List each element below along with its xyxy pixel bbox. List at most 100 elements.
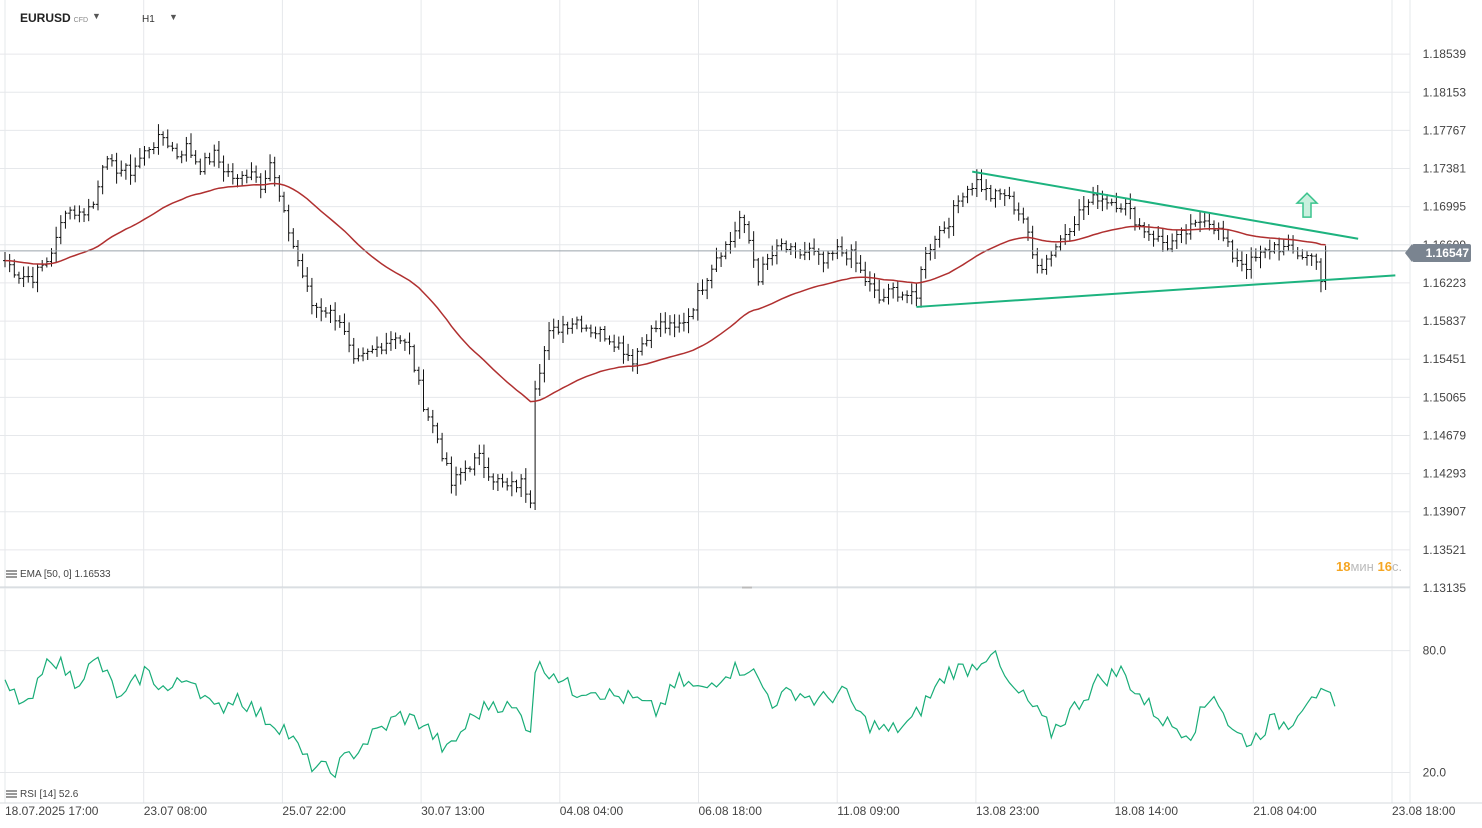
price-bar <box>1151 230 1156 247</box>
price-tick-label: 1.15837 <box>1423 314 1467 328</box>
price-bar <box>951 200 956 236</box>
price-bar <box>268 154 273 182</box>
price-tick-label: 1.15065 <box>1423 390 1467 404</box>
price-bar <box>891 282 896 299</box>
symbol-dropdown-caret-icon[interactable]: ▼ <box>92 11 101 21</box>
price-bar <box>835 239 840 260</box>
price-bar <box>1318 258 1323 293</box>
time-tick-label: 21.08 04:00 <box>1253 804 1317 818</box>
price-bar <box>1160 228 1165 252</box>
price-bar <box>179 150 184 164</box>
price-bar <box>770 245 775 266</box>
price-candles <box>3 124 1328 511</box>
price-bar <box>277 175 282 202</box>
price-bar <box>505 477 510 491</box>
price-bar <box>547 322 552 361</box>
price-bar <box>356 348 361 362</box>
current-price-badge: 1.16547 <box>1405 244 1471 262</box>
price-bar <box>886 283 891 305</box>
price-bar <box>621 335 626 364</box>
price-bar <box>900 291 905 301</box>
price-bar <box>109 154 114 167</box>
price-bar <box>984 179 989 201</box>
price-bar <box>198 158 203 175</box>
price-bar <box>1012 191 1017 215</box>
symbol-selector[interactable]: EURUSD CFD <box>20 11 88 25</box>
price-bar <box>402 338 407 351</box>
price-bar <box>291 228 296 249</box>
price-bar <box>258 173 263 199</box>
price-bar <box>430 409 435 434</box>
price-bar <box>170 141 175 152</box>
price-bar <box>612 334 617 352</box>
price-bar <box>858 255 863 274</box>
price-bar <box>881 288 886 303</box>
indicator-settings-icon[interactable] <box>6 570 17 578</box>
symbol-name: EURUSD <box>20 11 71 25</box>
price-bar <box>1239 251 1244 272</box>
price-bar <box>719 252 724 267</box>
trendlines[interactable] <box>916 170 1396 308</box>
price-bar <box>175 143 180 160</box>
price-bar <box>1225 229 1230 247</box>
price-bar <box>649 325 654 349</box>
indicator-settings-icon[interactable] <box>6 790 17 798</box>
trendline-upper[interactable] <box>972 170 1359 240</box>
price-bar <box>305 267 310 292</box>
price-bar <box>472 453 477 476</box>
price-bar <box>1295 247 1300 260</box>
price-bar <box>728 231 733 254</box>
price-tick-label: 1.13907 <box>1423 505 1467 519</box>
price-bar <box>30 266 35 289</box>
price-bar <box>189 133 193 159</box>
price-bar <box>347 322 352 353</box>
price-bar <box>737 210 742 239</box>
price-bar <box>1216 222 1221 241</box>
price-bar <box>1049 250 1054 267</box>
axis-labels: 1.185391.181531.177671.173811.169951.166… <box>5 47 1466 818</box>
price-bar <box>872 273 877 299</box>
trendline-lower[interactable] <box>916 274 1396 308</box>
price-bar <box>654 320 658 333</box>
price-bar <box>235 174 240 188</box>
timeframe-dropdown-caret-icon[interactable]: ▼ <box>169 12 178 22</box>
timeframe-selector[interactable]: H1 <box>142 14 155 25</box>
price-bar <box>286 204 291 242</box>
price-bar <box>644 334 649 347</box>
price-bar <box>1086 199 1091 215</box>
arrow-up-icon[interactable] <box>1295 192 1319 218</box>
price-bar <box>565 321 570 335</box>
price-bar <box>119 160 124 177</box>
price-bar <box>416 366 421 385</box>
price-bar <box>333 302 338 331</box>
price-bar <box>282 191 286 213</box>
price-tick-label: 1.16223 <box>1423 276 1467 290</box>
price-bar <box>412 344 417 373</box>
price-bar <box>779 238 784 251</box>
price-tick-label: 1.13521 <box>1423 543 1467 557</box>
price-bar <box>765 253 770 270</box>
price-bar <box>691 307 696 320</box>
price-bar <box>1007 186 1012 200</box>
price-bar <box>1109 198 1114 206</box>
price-bar <box>1184 224 1189 245</box>
price-bar <box>774 239 779 265</box>
price-bar <box>142 146 147 166</box>
price-bar <box>226 163 231 177</box>
rsi-legend[interactable]: RSI [14] 52.6 <box>6 789 78 800</box>
price-bar <box>361 347 366 362</box>
price-tick-label: 1.14679 <box>1423 428 1467 442</box>
price-bar <box>537 363 542 396</box>
price-bar <box>1002 189 1007 206</box>
ema-legend[interactable]: EMA [50, 0] 1.16533 <box>6 569 111 580</box>
price-bar <box>830 250 835 261</box>
price-bar <box>365 348 370 360</box>
price-bar <box>1156 226 1161 242</box>
price-bar <box>607 335 612 345</box>
price-bar <box>1263 247 1268 259</box>
price-bar <box>1091 186 1096 205</box>
price-bar <box>1123 198 1128 216</box>
price-bar <box>7 253 12 273</box>
ema-legend-text: EMA [50, 0] 1.16533 <box>20 569 111 580</box>
